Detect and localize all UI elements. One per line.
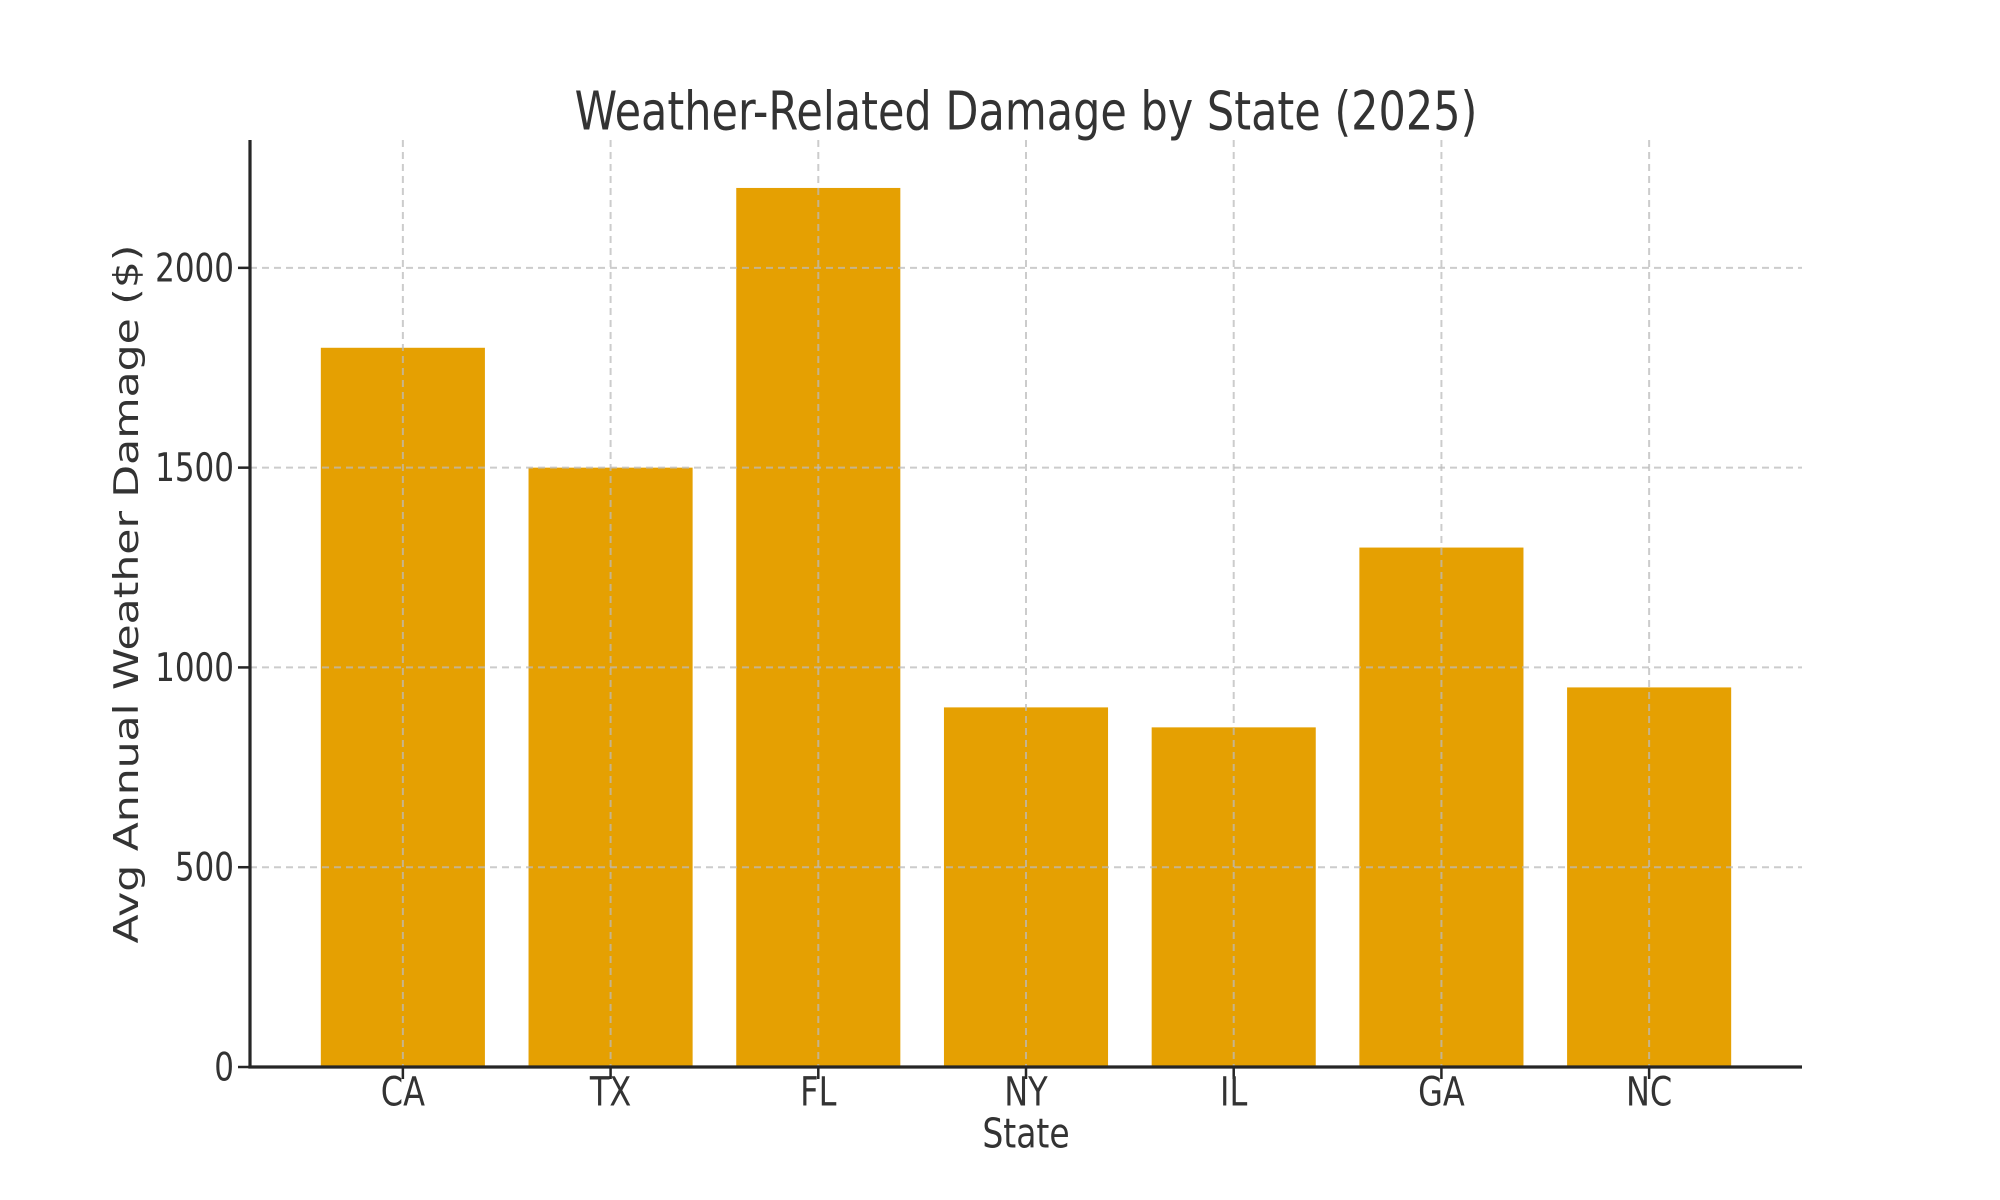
y-tick-label: 2000: [155, 246, 234, 291]
y-tick-label: 1500: [155, 446, 234, 491]
x-tick-label: CA: [381, 1068, 425, 1115]
x-tick-label: GA: [1418, 1068, 1465, 1115]
x-tick-label: IL: [1220, 1068, 1247, 1115]
x-tick-label: FL: [800, 1068, 836, 1115]
chart-title: Weather-Related Damage by State (2025): [574, 80, 1478, 144]
y-tick-label: 1000: [155, 646, 234, 691]
y-tick-label: 500: [175, 845, 234, 890]
x-tick-label: NC: [1626, 1068, 1672, 1115]
x-tick-label: TX: [589, 1068, 631, 1115]
x-axis-label: State: [982, 1108, 1070, 1158]
y-tick-label: 0: [214, 1045, 234, 1090]
x-tick-label: NY: [1004, 1068, 1048, 1115]
